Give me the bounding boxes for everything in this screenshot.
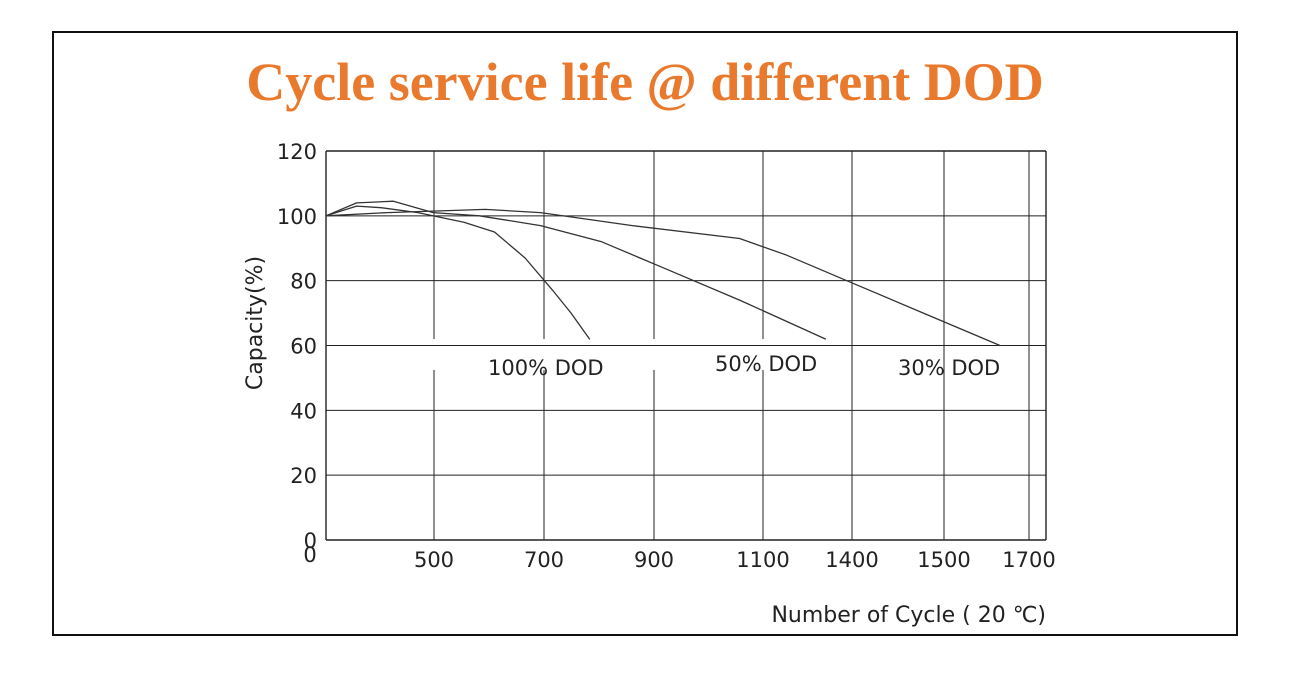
series-label: 30% DOD bbox=[898, 356, 1000, 380]
chart-frame bbox=[52, 31, 1238, 636]
x-origin-label: 0 bbox=[303, 543, 316, 567]
y-tick-label: 60 bbox=[290, 335, 317, 359]
x-tick-label: 1400 bbox=[825, 548, 878, 572]
series-line bbox=[325, 208, 1001, 347]
x-tick-label: 500 bbox=[414, 548, 454, 572]
x-tick-label: 900 bbox=[634, 548, 674, 572]
x-axis-label: Number of Cycle ( 20 ℃) bbox=[771, 603, 1046, 628]
y-tick-label: 100 bbox=[277, 205, 317, 229]
x-tick-label: 1700 bbox=[1002, 548, 1055, 572]
series-label: 100% DOD bbox=[488, 356, 604, 380]
x-tick-label: 1500 bbox=[917, 548, 970, 572]
x-tick-label: 1100 bbox=[736, 548, 789, 572]
y-tick-label: 80 bbox=[290, 270, 317, 294]
y-tick-label: 120 bbox=[277, 140, 317, 164]
series-lines bbox=[325, 200, 1001, 347]
y-tick-label: 40 bbox=[290, 399, 317, 423]
series-line bbox=[325, 200, 827, 340]
axes bbox=[325, 150, 1047, 541]
chart-title: Cycle service life @ different DOD bbox=[246, 52, 1044, 112]
chart-labels: 0 20 40 60 80 100 120 0 500 700 900 1100 1400 1500 170… bbox=[277, 140, 1056, 572]
y-tick-label: 0 bbox=[304, 529, 317, 553]
y-tick-label: 20 bbox=[290, 464, 317, 488]
grid-lines bbox=[326, 150, 1046, 541]
y-axis-label: Capacity(%) bbox=[243, 256, 268, 390]
series-line bbox=[325, 205, 591, 340]
series-label: 50% DOD bbox=[715, 352, 817, 376]
x-tick-label: 700 bbox=[524, 548, 564, 572]
